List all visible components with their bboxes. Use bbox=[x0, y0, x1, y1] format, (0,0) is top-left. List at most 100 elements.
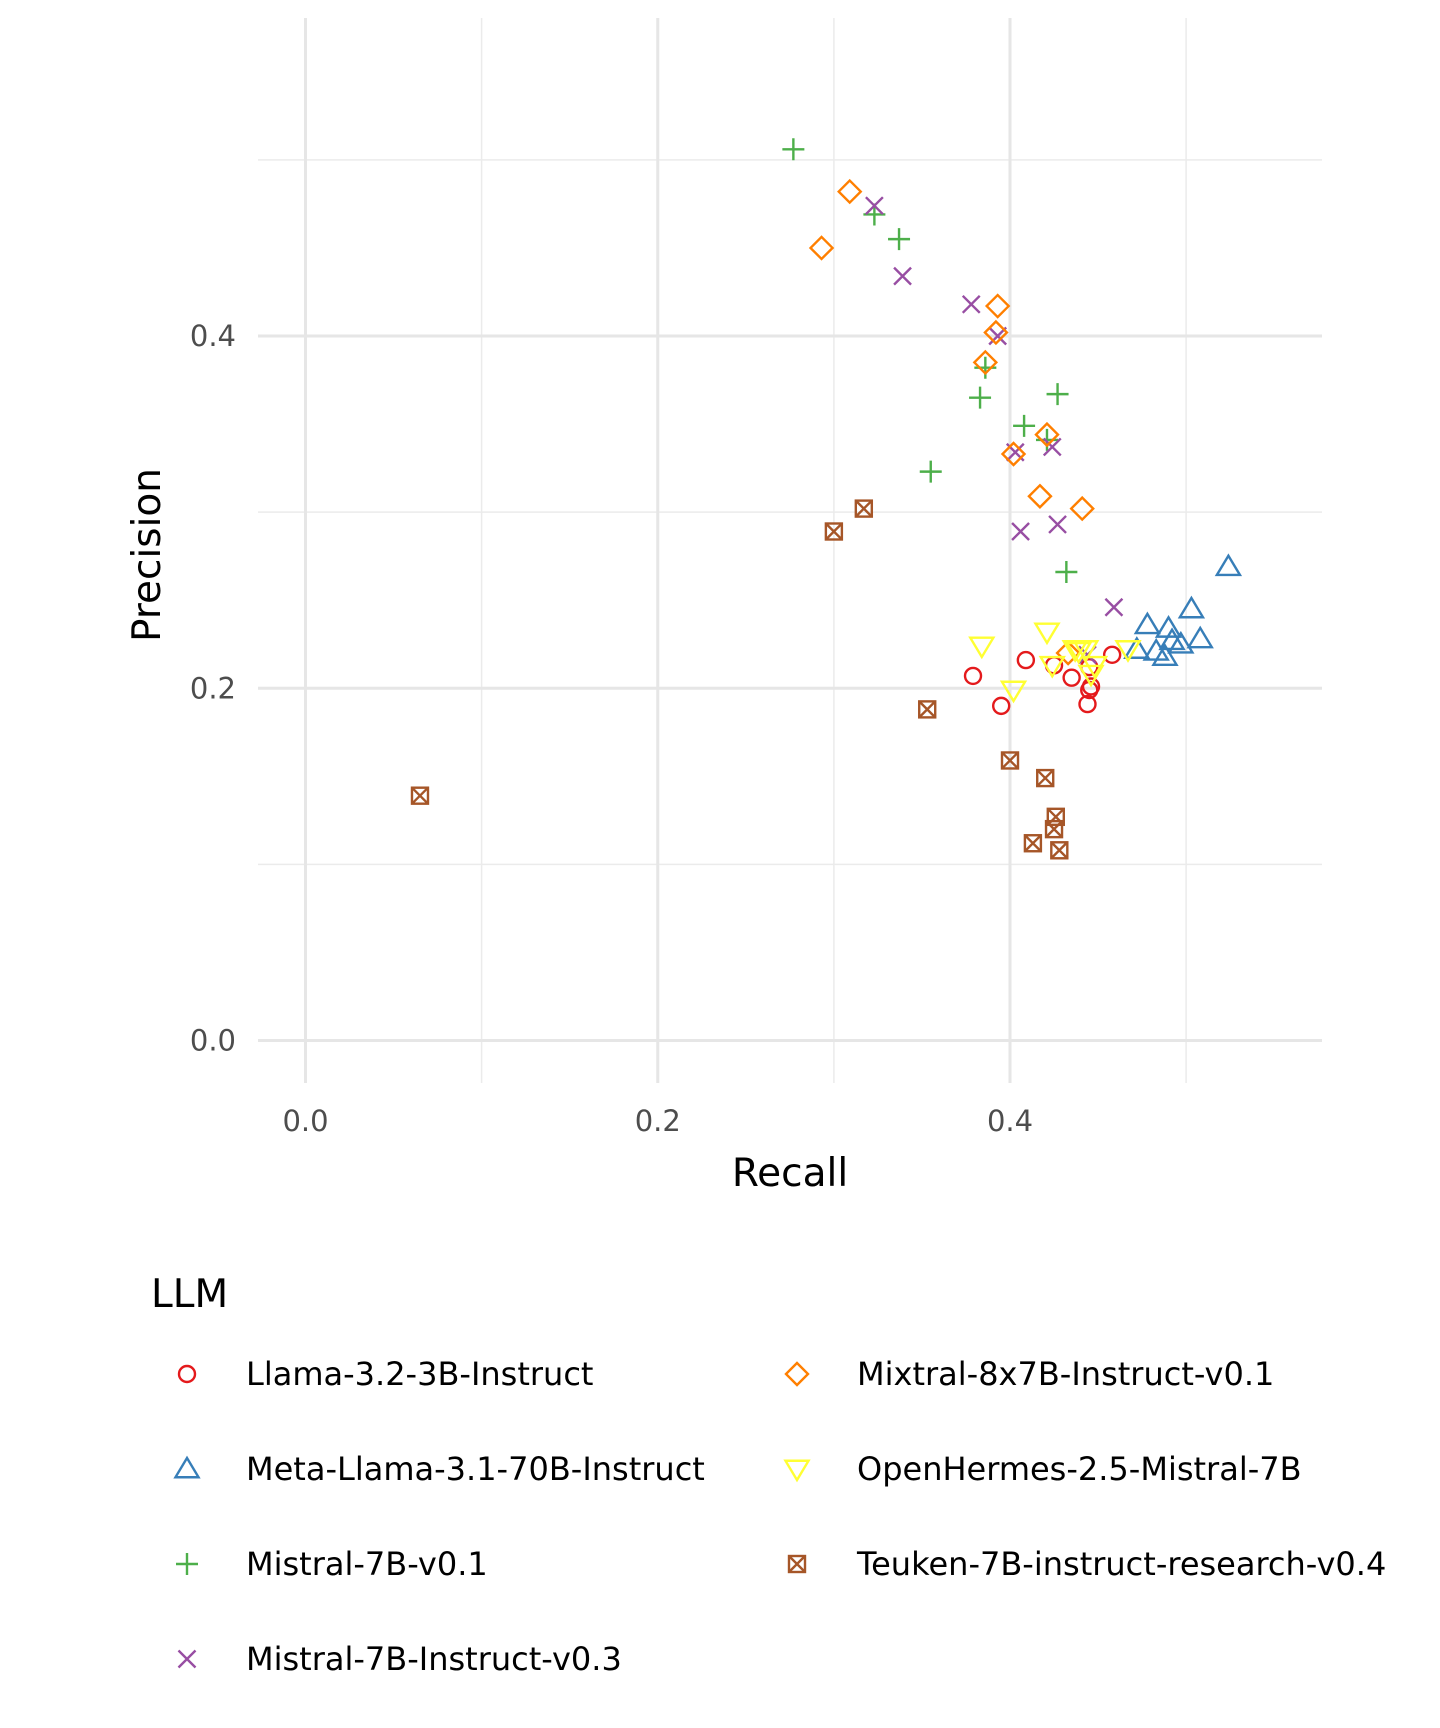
data-point bbox=[893, 266, 912, 286]
data-point bbox=[1011, 522, 1030, 541]
data-point bbox=[1077, 664, 1105, 688]
data-point bbox=[1072, 640, 1100, 663]
legend-title: LLM bbox=[151, 1272, 228, 1317]
series-mixtral-8x7b-instruct-v0-1 bbox=[808, 178, 1095, 666]
legend-item: Mistral-7B-v0.1 bbox=[176, 1545, 488, 1583]
data-point-cross bbox=[411, 786, 429, 805]
data-point bbox=[969, 386, 992, 409]
series-meta-llama-3-1-70b-instruct bbox=[1123, 553, 1243, 666]
data-point bbox=[888, 228, 911, 251]
data-point bbox=[1123, 636, 1151, 659]
data-point bbox=[1078, 694, 1097, 714]
data-point-cross bbox=[854, 499, 873, 518]
data-point bbox=[1214, 553, 1243, 577]
data-point bbox=[1000, 751, 1020, 770]
data-point bbox=[1114, 640, 1142, 663]
data-point bbox=[1080, 655, 1109, 679]
data-point bbox=[1104, 597, 1124, 617]
legend-key-marker bbox=[173, 1455, 201, 1479]
data-point bbox=[1042, 437, 1062, 457]
data-point bbox=[1046, 807, 1065, 827]
series-teuken-7b-instruct-research-v0-4 bbox=[410, 499, 1069, 860]
data-point bbox=[1023, 834, 1043, 853]
data-point bbox=[1048, 515, 1067, 534]
data-point-cross bbox=[1036, 769, 1055, 787]
data-point bbox=[1133, 611, 1162, 635]
legend-item-label: Meta-Llama-3.1-70B-Instruct bbox=[246, 1450, 705, 1488]
legend-item-label: Mistral-7B-Instruct-v0.3 bbox=[246, 1640, 622, 1678]
data-point bbox=[918, 700, 937, 719]
y-axis-title: Precision bbox=[125, 468, 170, 642]
data-point-cross bbox=[1046, 807, 1065, 826]
data-point bbox=[983, 319, 1009, 346]
data-point bbox=[854, 499, 874, 518]
legend-item-label: OpenHermes-2.5-Mistral-7B bbox=[857, 1450, 1302, 1488]
legend-item-label: Mistral-7B-v0.1 bbox=[246, 1545, 488, 1583]
data-point-cross bbox=[918, 700, 937, 719]
y-axis-ticks: 0.0 0.2 0.4 bbox=[190, 319, 236, 1058]
data-point bbox=[808, 235, 835, 261]
x-tick-label: 0.2 bbox=[635, 1104, 681, 1138]
data-point bbox=[1050, 841, 1069, 860]
legend-item: Meta-Llama-3.1-70B-Instruct bbox=[173, 1450, 705, 1488]
data-point bbox=[1177, 595, 1206, 619]
data-point bbox=[1167, 630, 1195, 654]
data-point bbox=[1065, 641, 1093, 665]
data-point bbox=[1151, 643, 1179, 666]
data-point-cross bbox=[1001, 751, 1019, 770]
x-axis-title: Recall bbox=[732, 1151, 848, 1196]
data-point bbox=[1055, 561, 1078, 584]
series-openhermes-2-5-mistral-7b bbox=[968, 622, 1142, 704]
data-point bbox=[1186, 625, 1214, 649]
legend-key-marker bbox=[177, 1364, 197, 1384]
legend-item: Mistral-7B-Instruct-v0.3 bbox=[177, 1640, 622, 1678]
data-point bbox=[1013, 414, 1036, 437]
data-point bbox=[1102, 645, 1122, 664]
data-point bbox=[984, 293, 1011, 319]
legend-key-marker bbox=[787, 1554, 807, 1574]
y-tick-label: 0.4 bbox=[190, 319, 236, 353]
legend: Llama-3.2-3B-Instruct Meta-Llama-3.1-70B-… bbox=[173, 1355, 1386, 1678]
data-point-cross bbox=[1024, 834, 1042, 853]
data-point bbox=[865, 196, 884, 216]
data-point bbox=[1062, 668, 1081, 687]
x-tick-label: 0.4 bbox=[987, 1104, 1033, 1138]
legend-item: Teuken-7B-instruct-research-v0.4 bbox=[787, 1545, 1386, 1583]
x-axis-ticks: 0.0 0.2 0.4 bbox=[282, 1104, 1033, 1138]
data-point bbox=[1033, 622, 1061, 646]
y-tick-label: 0.0 bbox=[190, 1024, 236, 1058]
legend-item: OpenHermes-2.5-Mistral-7B bbox=[783, 1450, 1302, 1488]
data-point-cross bbox=[825, 522, 843, 541]
data-point bbox=[837, 178, 863, 205]
data-point bbox=[1034, 421, 1060, 448]
legend-item-label: Llama-3.2-3B-Instruct bbox=[246, 1355, 593, 1393]
x-tick-label: 0.0 bbox=[282, 1104, 328, 1138]
data-point bbox=[1055, 640, 1081, 666]
data-point bbox=[961, 294, 981, 314]
data-point bbox=[968, 636, 996, 660]
data-point bbox=[824, 522, 844, 541]
data-point bbox=[1000, 441, 1027, 467]
legend-key-marker bbox=[783, 1459, 811, 1483]
data-point bbox=[1069, 495, 1095, 522]
data-point bbox=[1044, 819, 1064, 839]
data-point bbox=[1046, 383, 1069, 406]
data-point-cross bbox=[1050, 841, 1069, 860]
y-tick-label: 0.2 bbox=[190, 671, 236, 705]
data-point bbox=[782, 138, 805, 161]
data-point bbox=[1036, 768, 1055, 788]
data-points bbox=[410, 138, 1243, 860]
data-point bbox=[919, 460, 942, 483]
legend-key-marker bbox=[177, 1649, 197, 1669]
legend-item: Mixtral-8x7B-Instruct-v0.1 bbox=[784, 1355, 1274, 1393]
legend-item-label: Mixtral-8x7B-Instruct-v0.1 bbox=[857, 1355, 1274, 1393]
legend-item-label: Teuken-7B-instruct-research-v0.4 bbox=[856, 1545, 1386, 1583]
gridlines bbox=[258, 18, 1322, 1083]
legend-key-marker bbox=[784, 1361, 810, 1387]
data-point bbox=[999, 680, 1028, 704]
data-point bbox=[991, 696, 1011, 716]
data-point bbox=[410, 786, 430, 805]
legend-item: Llama-3.2-3B-Instruct bbox=[177, 1355, 593, 1393]
data-point bbox=[963, 666, 983, 686]
